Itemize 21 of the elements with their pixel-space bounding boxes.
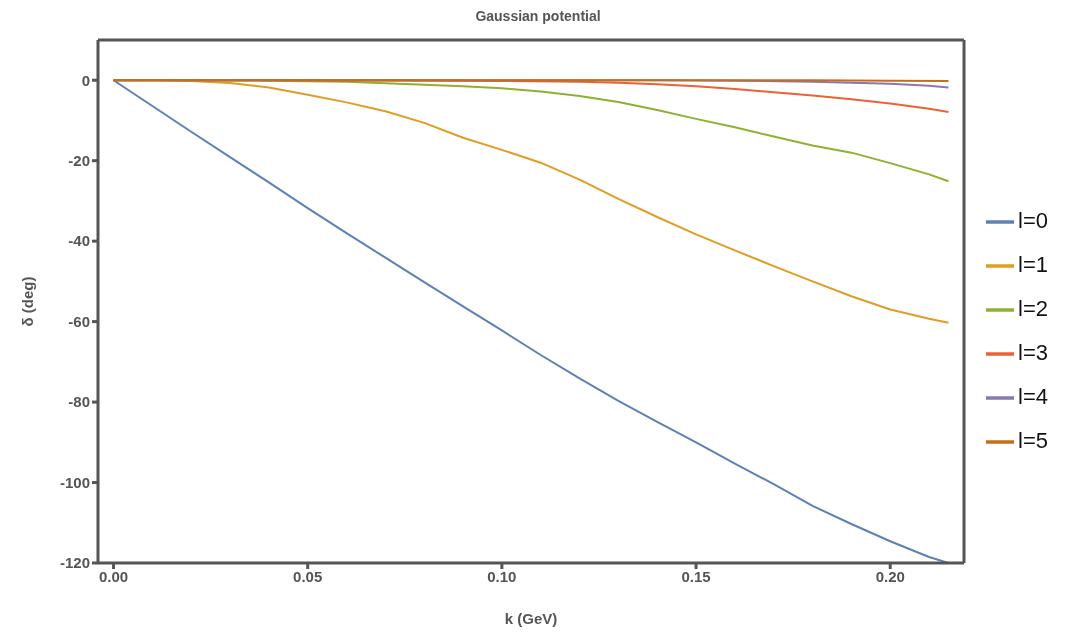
- x-tick-label: 0.20: [875, 567, 905, 585]
- x-axis-title: k (GeV): [504, 609, 558, 627]
- y-tick-label: -40: [68, 232, 90, 250]
- legend-label: l=3: [1018, 339, 1048, 365]
- x-tick-label: 0.15: [681, 567, 711, 585]
- y-tick-label: -60: [68, 312, 90, 330]
- legend-label: l=0: [1018, 207, 1048, 233]
- y-tick-label: -120: [59, 554, 90, 572]
- legend-label: l=4: [1018, 383, 1048, 409]
- chart-title: Gaussian potential: [474, 8, 602, 26]
- legend-label: l=2: [1018, 295, 1048, 321]
- x-tick-label: 0.05: [293, 567, 323, 585]
- y-tick-label: -80: [68, 393, 90, 411]
- y-tick-label: -100: [59, 473, 90, 491]
- legend-label: l=1: [1018, 251, 1048, 277]
- y-tick-label: -20: [68, 152, 90, 170]
- x-tick-label: 0.10: [487, 567, 517, 585]
- x-tick-label: 0.00: [98, 567, 129, 585]
- y-tick-label: 0: [81, 71, 90, 89]
- y-axis-title: δ (deg): [19, 276, 37, 327]
- legend-label: l=5: [1018, 427, 1048, 453]
